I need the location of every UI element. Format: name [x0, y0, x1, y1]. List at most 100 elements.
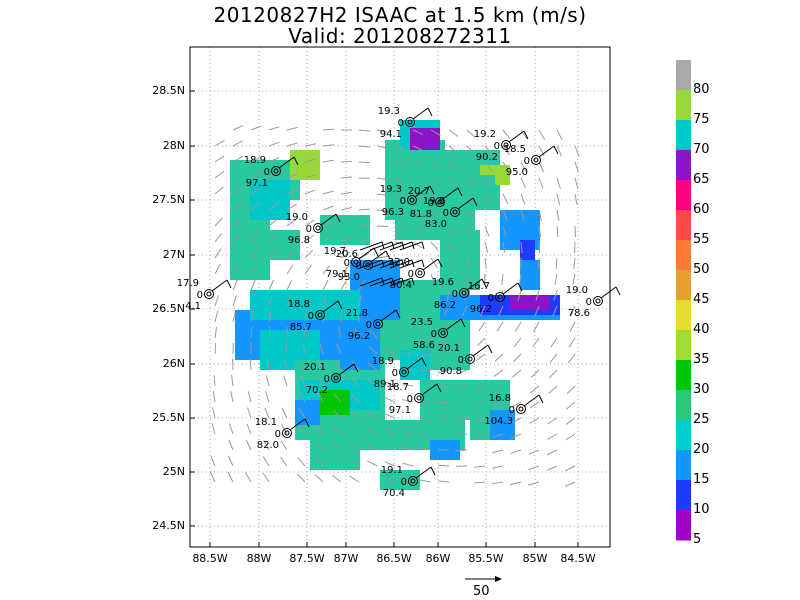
- lon-tick-label: 88.5W: [192, 552, 228, 565]
- wind-vector: [573, 257, 576, 269]
- wind-vector: [538, 209, 542, 221]
- sonde-top-value: 18.7: [387, 382, 409, 393]
- sonde-mid-value: 0: [275, 429, 281, 440]
- swath-cell: [520, 260, 540, 290]
- sonde-bottom-value: 90.2: [476, 152, 498, 163]
- sonde-top-value: 23.5: [411, 317, 433, 328]
- sonde-mid-value: 0: [509, 405, 515, 416]
- wind-vector: [340, 160, 353, 163]
- wind-vector: [566, 401, 576, 410]
- sonde-mid-value: 0: [401, 477, 407, 488]
- wind-vector: [265, 391, 270, 403]
- sonde-bottom-value: 81.8: [410, 209, 432, 220]
- sonde-mid-value: 0: [306, 224, 312, 235]
- wind-barb: [399, 241, 423, 251]
- wind-vector: [556, 177, 561, 189]
- wind-vector: [384, 429, 396, 435]
- wind-vector: [512, 369, 522, 378]
- wind-vector: [214, 217, 223, 227]
- wind-vector: [376, 193, 388, 196]
- wind-vector: [304, 234, 314, 243]
- wind-vector: [547, 433, 558, 440]
- swath-cell: [410, 128, 440, 150]
- wind-vector: [430, 177, 441, 185]
- wind-vector: [502, 129, 511, 139]
- sonde-top-value: 19.3: [378, 106, 400, 117]
- sonde-mid-value: 0: [344, 258, 350, 269]
- wind-barb: [389, 277, 413, 287]
- wind-vector: [332, 474, 342, 483]
- wind-vector: [304, 189, 316, 195]
- wind-vector: [532, 337, 540, 348]
- wind-vector: [493, 385, 504, 392]
- wind-vector: [402, 462, 414, 467]
- wind-vector: [340, 207, 352, 211]
- wind-vector: [420, 337, 432, 343]
- wind-vector: [214, 140, 225, 147]
- wind-vector: [520, 129, 528, 140]
- wind-vector: [214, 248, 222, 259]
- wind-vector: [286, 142, 298, 147]
- wind-vector: [394, 225, 406, 230]
- wind-vector: [300, 375, 306, 387]
- wind-vector: [268, 157, 280, 163]
- wind-vector: [232, 186, 243, 195]
- wind-vector: [322, 128, 335, 131]
- sonde-top-value: 19.1: [381, 465, 403, 476]
- wind-vector: [565, 417, 576, 425]
- wind-barb: [369, 259, 393, 269]
- swath-cell: [295, 400, 320, 425]
- colorbar-segment: [676, 390, 691, 421]
- wind-vector: [319, 343, 324, 355]
- wind-vector: [456, 433, 468, 436]
- wind-vector: [384, 461, 396, 467]
- wind-vector: [474, 385, 486, 392]
- lon-tick-label: 86.5W: [376, 552, 412, 565]
- wind-vector: [474, 417, 486, 422]
- wind-barb: [359, 241, 383, 251]
- wind-vector: [448, 225, 456, 236]
- wind-vector: [229, 423, 234, 435]
- wind-vector: [574, 225, 577, 238]
- wind-barb: [379, 277, 403, 287]
- wind-vector: [340, 265, 349, 275]
- wind-vector: [232, 124, 244, 131]
- wind-vector: [394, 241, 406, 246]
- wind-vector: [304, 174, 316, 179]
- wind-vector: [230, 391, 234, 403]
- colorbar-label: 75: [693, 112, 710, 127]
- wind-vector: [568, 337, 576, 348]
- wind-vector: [455, 449, 468, 452]
- wind-vector: [420, 416, 432, 419]
- wind-vector: [232, 264, 239, 275]
- wind-vector: [266, 359, 270, 371]
- wind-vector: [430, 209, 440, 218]
- sonde-mid-value: 0: [407, 394, 413, 405]
- wind-vector: [464, 289, 468, 301]
- sonde-bottom-value: 94.1: [380, 129, 402, 140]
- wind-vector: [264, 407, 270, 419]
- colorbar-label: 5: [693, 532, 702, 547]
- wind-vector: [498, 305, 504, 317]
- colorbar-label: 15: [693, 472, 710, 487]
- sonde-top-value: 18.1: [255, 417, 277, 428]
- wind-vector: [494, 353, 504, 362]
- wind-vector: [466, 257, 470, 269]
- wind-vector: [412, 225, 423, 232]
- sonde-mid-value: 0: [428, 198, 434, 209]
- wind-vector: [520, 161, 527, 172]
- wind-vector: [492, 433, 504, 438]
- wind-vector: [246, 423, 252, 435]
- wind-vector: [430, 193, 441, 201]
- wind-vector: [231, 375, 234, 387]
- wind-vector: [333, 409, 342, 419]
- wind-vector: [333, 393, 342, 403]
- wind-vector: [420, 479, 432, 483]
- wind-vector: [322, 235, 333, 243]
